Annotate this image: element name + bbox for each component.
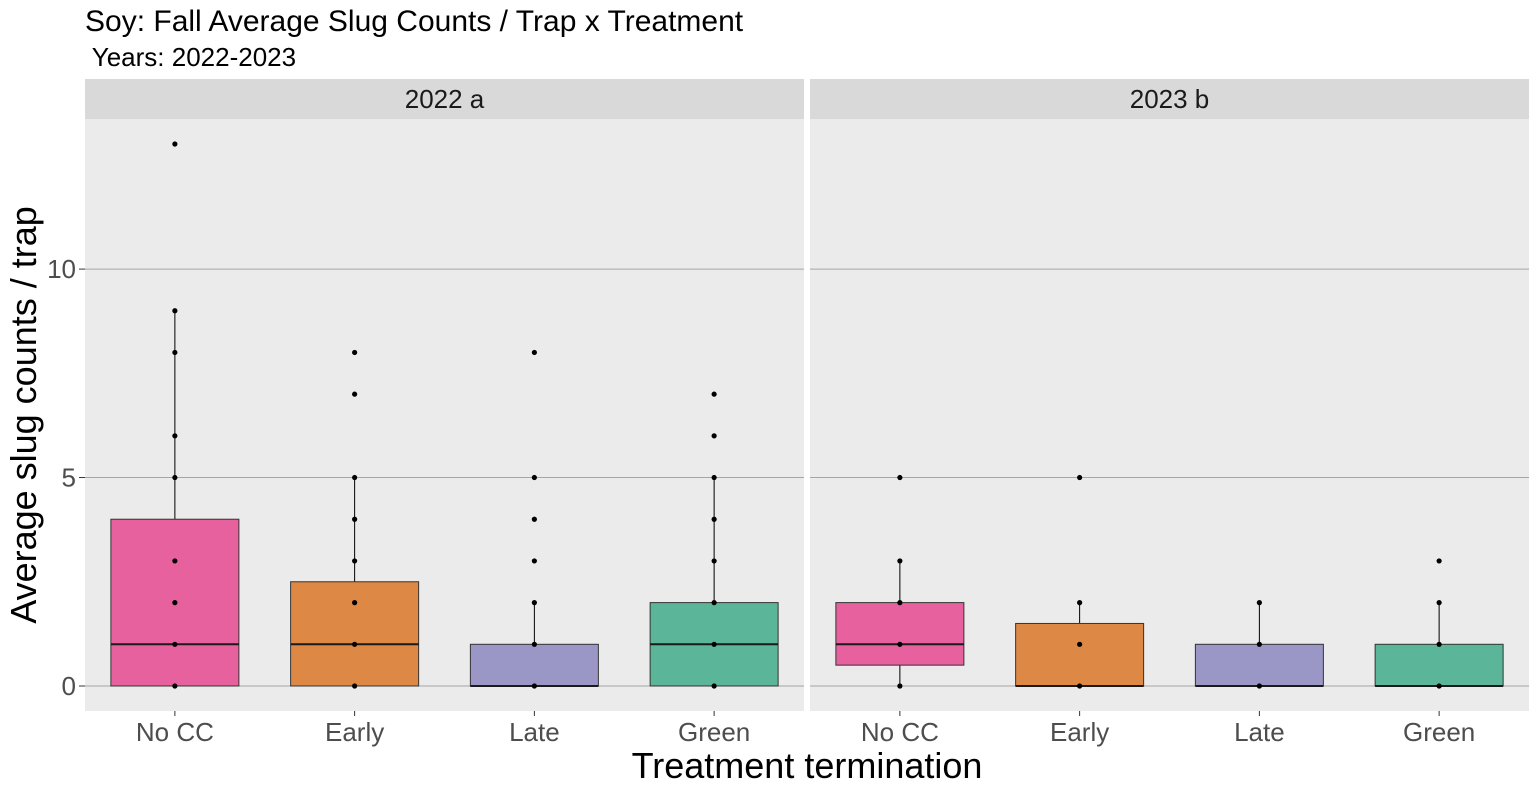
chart-title: Soy: Fall Average Slug Counts / Trap x T… xyxy=(85,5,744,38)
data-point xyxy=(1436,600,1442,606)
data-point xyxy=(711,683,717,689)
x-tick-label: No CC xyxy=(861,717,939,747)
data-point xyxy=(711,391,717,397)
boxplot-green xyxy=(649,391,779,689)
boxplot-no-cc xyxy=(110,141,240,689)
data-point xyxy=(711,433,717,439)
boxplot-no-cc xyxy=(835,474,965,689)
y-axis: 0 5 10 xyxy=(47,254,85,701)
data-point xyxy=(1077,474,1083,481)
data-point xyxy=(531,516,537,522)
data-point xyxy=(531,558,537,564)
y-tick-label: 5 xyxy=(62,463,76,493)
x-tick-label: Green xyxy=(1403,717,1475,747)
y-axis-title: Average slug counts / trap xyxy=(3,206,44,624)
box xyxy=(1015,622,1145,687)
data-point xyxy=(352,558,358,564)
data-point xyxy=(897,641,903,647)
facet-strip-label: 2022 a xyxy=(405,84,485,114)
data-point xyxy=(172,349,178,356)
data-point xyxy=(531,641,537,647)
data-point xyxy=(531,683,537,689)
box xyxy=(1374,643,1504,687)
data-point xyxy=(352,683,358,689)
data-point xyxy=(711,600,717,606)
y-tick-label: 10 xyxy=(47,254,76,284)
data-point xyxy=(1436,683,1442,689)
facet-panel: 2022 a No CC Early Late Green xyxy=(85,79,804,747)
x-tick-label: Late xyxy=(509,717,560,747)
facet-strip-label: 2023 b xyxy=(1130,84,1210,114)
x-axis-title: Treatment termination xyxy=(632,745,983,786)
box xyxy=(1194,643,1324,687)
boxplot-green xyxy=(1374,558,1504,689)
data-point xyxy=(711,474,717,481)
boxplot-late xyxy=(469,349,599,689)
data-point xyxy=(531,349,537,356)
data-point xyxy=(172,683,178,689)
data-point xyxy=(1077,641,1083,647)
data-point xyxy=(352,600,358,606)
data-point xyxy=(352,349,358,356)
data-point xyxy=(1256,600,1262,606)
data-point xyxy=(172,308,178,314)
data-point xyxy=(897,474,903,481)
data-point xyxy=(531,600,537,606)
box xyxy=(290,581,420,687)
facet-strip xyxy=(85,79,804,119)
data-point xyxy=(1256,683,1262,689)
boxplot-late xyxy=(1194,600,1324,689)
x-tick-label: Green xyxy=(678,717,750,747)
data-point xyxy=(352,641,358,647)
data-point xyxy=(172,600,178,606)
x-tick-label: Early xyxy=(325,717,384,747)
data-point xyxy=(352,391,358,397)
boxplot-early xyxy=(290,349,420,689)
data-point xyxy=(352,516,358,522)
facet-panel: 2023 b No CC Early Late Green xyxy=(810,79,1529,747)
x-tick-label: Late xyxy=(1234,717,1285,747)
data-point xyxy=(172,141,178,147)
data-point xyxy=(711,641,717,647)
data-point xyxy=(352,474,358,481)
y-tick-label: 0 xyxy=(62,671,76,701)
data-point xyxy=(1436,641,1442,647)
data-point xyxy=(897,683,903,689)
chart-subtitle: Years: 2022-2023 xyxy=(85,42,296,72)
facet-strip xyxy=(810,79,1529,119)
data-point xyxy=(531,474,537,481)
x-tick-label: No CC xyxy=(136,717,214,747)
data-point xyxy=(711,558,717,564)
data-point xyxy=(172,641,178,647)
data-point xyxy=(897,558,903,564)
boxplot-early xyxy=(1015,474,1145,689)
data-point xyxy=(172,558,178,564)
data-point xyxy=(1436,558,1442,564)
data-point xyxy=(172,433,178,439)
data-point xyxy=(711,516,717,522)
facet-panels: 2022 a No CC Early Late Green 2023 b No CC Earl… xyxy=(85,79,1529,747)
box xyxy=(835,602,965,666)
data-point xyxy=(897,600,903,606)
x-tick-label: Early xyxy=(1050,717,1109,747)
data-point xyxy=(172,474,178,481)
box xyxy=(469,643,599,687)
data-point xyxy=(1077,683,1083,689)
data-point xyxy=(1256,641,1262,647)
data-point xyxy=(1077,600,1083,606)
